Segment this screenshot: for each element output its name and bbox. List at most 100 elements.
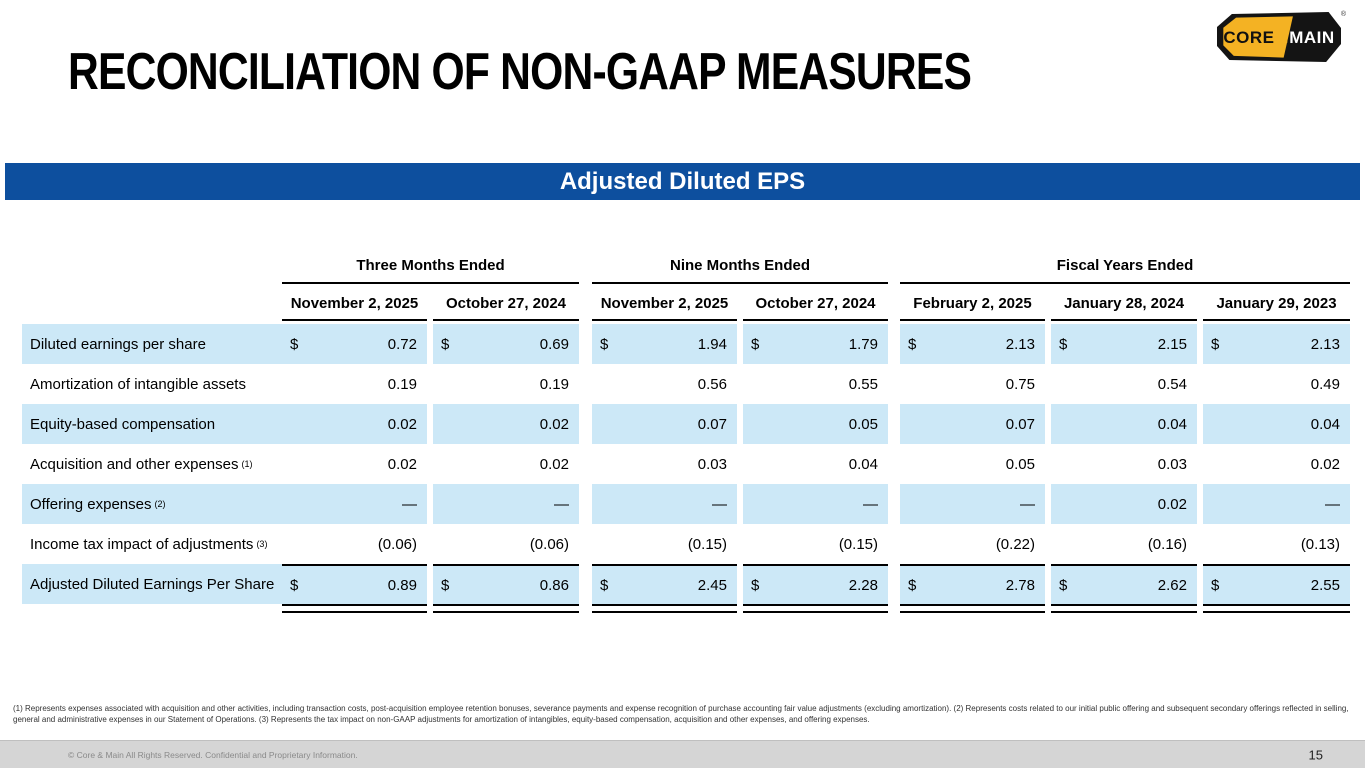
table-cell: $0.69: [433, 324, 579, 364]
table-cell: $2.13: [900, 324, 1045, 364]
cell-value: 0.03: [697, 455, 727, 473]
cell-value: 2.28: [848, 576, 878, 594]
cell-value: 0.56: [697, 375, 727, 393]
table-total-double-rule: [592, 604, 737, 613]
currency-symbol: $: [441, 335, 450, 353]
currency-symbol: $: [1059, 335, 1068, 353]
table-row-label: Income tax impact of adjustments (3): [30, 535, 268, 553]
cell-value: —: [554, 495, 569, 513]
table-cell: 0.02: [282, 444, 427, 484]
table-row-label: Equity-based compensation: [22, 404, 282, 444]
table-cell: $2.62: [1051, 564, 1197, 604]
cell-value: 0.04: [1310, 415, 1340, 433]
table-cell: —: [433, 484, 579, 524]
currency-symbol: $: [751, 335, 760, 353]
section-banner: Adjusted Diluted EPS: [5, 163, 1360, 200]
table-cell: 0.05: [900, 444, 1045, 484]
cell-value: 0.05: [848, 415, 878, 433]
eps-table: Three Months Ended Nine Months Ended Fisca…: [22, 248, 1350, 613]
cell-value: (0.13): [1300, 535, 1340, 553]
table-cell: 0.02: [433, 444, 579, 484]
table-cell: —: [1203, 484, 1350, 524]
table-col-header: November 2, 2025: [592, 287, 737, 321]
logo-text-main: MAIN: [1289, 27, 1335, 47]
footnotes-text: (1) Represents expenses associated with …: [13, 704, 1349, 724]
table-cell: (0.16): [1051, 524, 1197, 564]
cell-value: 2.13: [1005, 335, 1035, 353]
table-cell: (0.22): [900, 524, 1045, 564]
table-cell: (0.15): [592, 524, 737, 564]
page-number: 15: [1308, 747, 1323, 762]
table-cell: (0.06): [433, 524, 579, 564]
cell-value: 2.13: [1310, 335, 1340, 353]
cell-value: (0.15): [838, 535, 878, 553]
table-col-header: November 2, 2025: [282, 287, 427, 321]
table-cell: 0.19: [433, 364, 579, 404]
cell-value: —: [1020, 495, 1035, 513]
footer-bar: © Core & Main All Rights Reserved. Confi…: [0, 740, 1365, 768]
table-cell: $1.94: [592, 324, 737, 364]
table-total-double-rule: [1203, 604, 1350, 613]
cell-value: 0.07: [697, 415, 727, 433]
table-row-label: Amortization of intangible assets: [30, 375, 246, 393]
cell-value: 0.02: [539, 415, 569, 433]
table-cell: 0.04: [1203, 404, 1350, 444]
table-total-double-rule: [900, 604, 1045, 613]
currency-symbol: $: [441, 576, 450, 594]
cell-value: 0.03: [1157, 455, 1187, 473]
cell-value: 0.55: [848, 375, 878, 393]
table-cell: 0.07: [592, 404, 737, 444]
table-cell: $1.79: [743, 324, 888, 364]
table-total-double-rule: [1051, 604, 1197, 613]
cell-value: 0.05: [1005, 455, 1035, 473]
table-col-header: January 28, 2024: [1051, 287, 1197, 321]
cell-value: 0.02: [387, 415, 417, 433]
table-cell: 0.02: [1203, 444, 1350, 484]
cell-value: 0.69: [539, 335, 569, 353]
logo-text-core: CORE: [1223, 27, 1275, 47]
logo-yellow-panel: [1223, 16, 1293, 58]
currency-symbol: $: [908, 335, 917, 353]
registered-trademark-icon: ®: [1340, 11, 1346, 18]
table-cell: 0.02: [1051, 484, 1197, 524]
currency-symbol: $: [600, 576, 609, 594]
table-row-label: Offering expenses (2): [22, 484, 282, 524]
table-cell: 0.75: [900, 364, 1045, 404]
logo-wordmark: CORE & MAIN: [1217, 12, 1341, 62]
cell-value: 0.49: [1310, 375, 1340, 393]
cell-value: 0.02: [1310, 455, 1340, 473]
logo-ampersand: &: [1275, 27, 1289, 47]
table-col-group-header: Three Months Ended: [282, 248, 579, 284]
cell-value: —: [402, 495, 417, 513]
table-cell: 0.02: [433, 404, 579, 444]
copyright-text: © Core & Main All Rights Reserved. Confi…: [68, 749, 358, 760]
cell-value: 2.15: [1157, 335, 1187, 353]
currency-symbol: $: [290, 576, 299, 594]
page-title: RECONCILIATION OF NON-GAAP MEASURES: [68, 43, 972, 101]
table-total-double-rule: [282, 604, 427, 613]
table-row-label: Adjusted Diluted Earnings Per Share: [22, 564, 282, 604]
currency-symbol: $: [1059, 576, 1068, 594]
cell-value: —: [1325, 495, 1340, 513]
table-cell: 0.54: [1051, 364, 1197, 404]
table-cell: 0.03: [592, 444, 737, 484]
table-cell: 0.04: [1051, 404, 1197, 444]
table-cell: 0.56: [592, 364, 737, 404]
table-cell: 0.04: [743, 444, 888, 484]
table-cell: $2.13: [1203, 324, 1350, 364]
currency-symbol: $: [908, 576, 917, 594]
table-cell: $2.45: [592, 564, 737, 604]
cell-value: (0.06): [529, 535, 569, 553]
currency-symbol: $: [1211, 335, 1220, 353]
currency-symbol: $: [751, 576, 760, 594]
cell-value: 0.72: [387, 335, 417, 353]
cell-value: 0.75: [1005, 375, 1035, 393]
table-cell: $2.78: [900, 564, 1045, 604]
table-col-header: October 27, 2024: [743, 287, 888, 321]
table-cell: 0.55: [743, 364, 888, 404]
table-cell: 0.03: [1051, 444, 1197, 484]
cell-value: 2.62: [1157, 576, 1187, 594]
table-row-label: Diluted earnings per share: [22, 324, 282, 364]
table-cell: $0.86: [433, 564, 579, 604]
cell-value: 2.55: [1310, 576, 1340, 594]
